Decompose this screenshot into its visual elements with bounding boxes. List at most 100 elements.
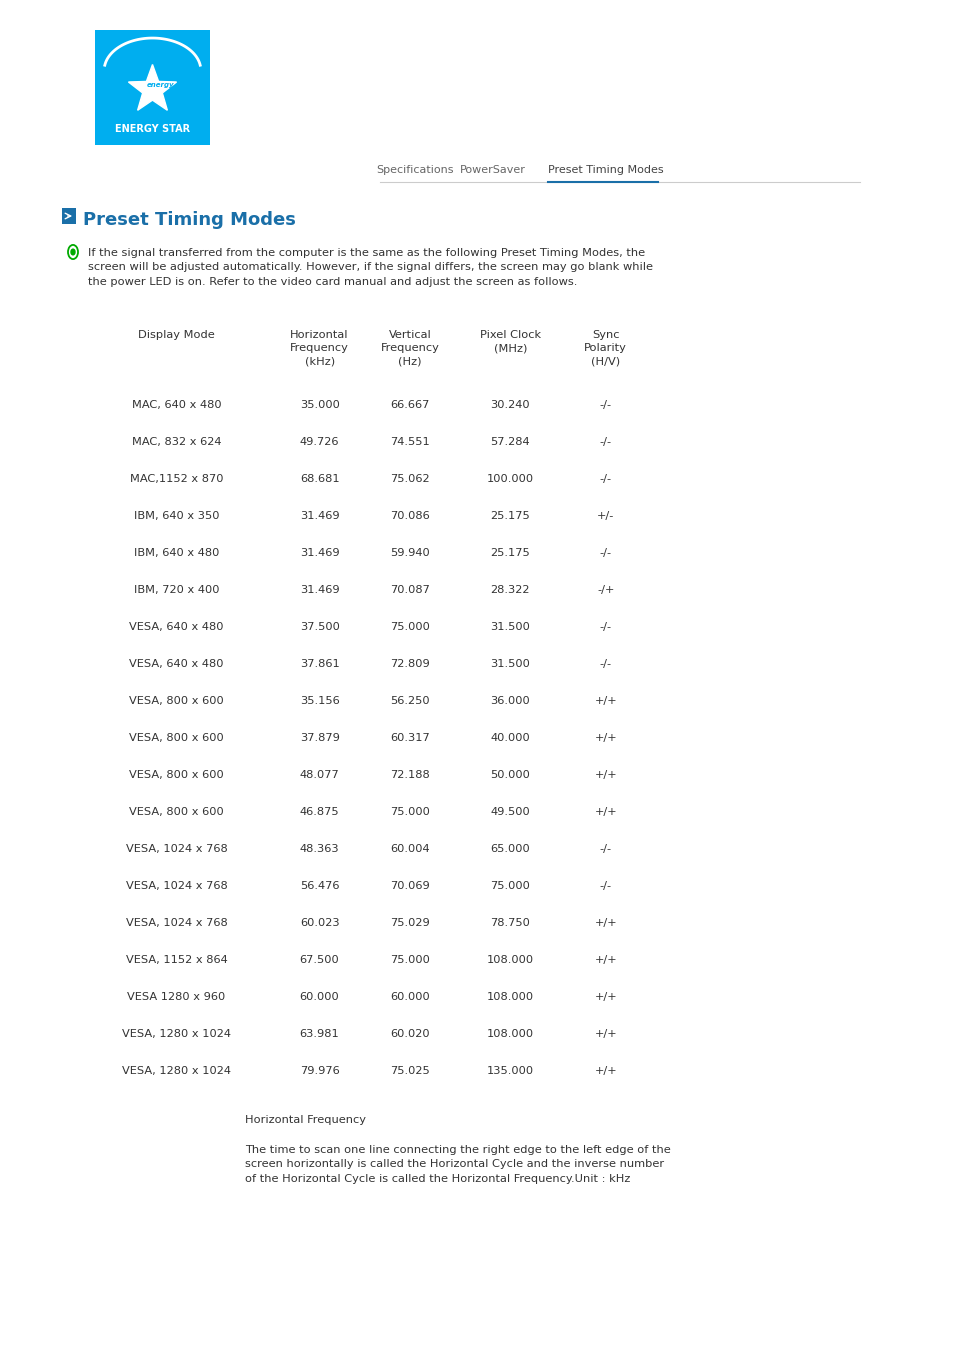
Text: 75.025: 75.025 [390, 1066, 430, 1075]
Text: 75.000: 75.000 [390, 807, 430, 817]
Text: 28.322: 28.322 [490, 585, 530, 594]
Text: +/+: +/+ [594, 770, 617, 780]
Text: VESA, 1024 x 768: VESA, 1024 x 768 [126, 917, 227, 928]
Text: 108.000: 108.000 [486, 1029, 534, 1039]
Text: 79.976: 79.976 [299, 1066, 339, 1075]
Text: +/+: +/+ [594, 1066, 617, 1075]
Text: 35.000: 35.000 [299, 400, 339, 409]
Text: +/+: +/+ [594, 734, 617, 743]
Text: +/+: +/+ [594, 992, 617, 1002]
Text: 37.861: 37.861 [299, 659, 339, 669]
Text: 65.000: 65.000 [490, 844, 530, 854]
Text: Specifications: Specifications [375, 165, 453, 176]
Text: 60.000: 60.000 [390, 992, 430, 1002]
Text: +/+: +/+ [594, 807, 617, 817]
Text: Sync
Polarity
(H/V): Sync Polarity (H/V) [584, 330, 626, 366]
Text: 70.087: 70.087 [390, 585, 430, 594]
Text: 31.469: 31.469 [299, 549, 339, 558]
Text: IBM, 720 x 400: IBM, 720 x 400 [133, 585, 219, 594]
Text: 75.029: 75.029 [390, 917, 430, 928]
Text: IBM, 640 x 480: IBM, 640 x 480 [133, 549, 219, 558]
Text: Vertical
Frequency
(Hz): Vertical Frequency (Hz) [380, 330, 439, 366]
Text: 108.000: 108.000 [486, 955, 534, 965]
Text: 37.879: 37.879 [299, 734, 339, 743]
Text: -/-: -/- [599, 844, 611, 854]
Text: 37.500: 37.500 [299, 621, 339, 632]
Text: VESA, 640 x 480: VESA, 640 x 480 [129, 621, 224, 632]
Text: 70.069: 70.069 [390, 881, 430, 892]
Text: PowerSaver: PowerSaver [459, 165, 525, 176]
Text: ENERGY STAR: ENERGY STAR [114, 124, 190, 134]
Text: VESA, 800 x 600: VESA, 800 x 600 [129, 770, 224, 780]
Text: 40.000: 40.000 [490, 734, 530, 743]
Text: 68.681: 68.681 [299, 474, 339, 484]
Text: Horizontal Frequency: Horizontal Frequency [245, 1115, 366, 1125]
Text: VESA, 800 x 600: VESA, 800 x 600 [129, 807, 224, 817]
Text: 135.000: 135.000 [486, 1066, 534, 1075]
Text: 48.077: 48.077 [299, 770, 339, 780]
Text: -/+: -/+ [597, 585, 614, 594]
Text: VESA, 1280 x 1024: VESA, 1280 x 1024 [122, 1066, 231, 1075]
Text: VESA 1280 x 960: VESA 1280 x 960 [128, 992, 225, 1002]
Text: If the signal transferred from the computer is the same as the following Preset : If the signal transferred from the compu… [88, 249, 652, 286]
Text: 72.188: 72.188 [390, 770, 430, 780]
Text: VESA, 1280 x 1024: VESA, 1280 x 1024 [122, 1029, 231, 1039]
Text: 78.750: 78.750 [490, 917, 530, 928]
Text: Preset Timing Modes: Preset Timing Modes [547, 165, 663, 176]
Text: 36.000: 36.000 [490, 696, 530, 707]
Text: MAC,1152 x 870: MAC,1152 x 870 [130, 474, 223, 484]
Text: 108.000: 108.000 [486, 992, 534, 1002]
Text: 25.175: 25.175 [490, 549, 530, 558]
Text: +/+: +/+ [594, 917, 617, 928]
Text: 60.020: 60.020 [390, 1029, 430, 1039]
Text: +/+: +/+ [594, 1029, 617, 1039]
Text: VESA, 640 x 480: VESA, 640 x 480 [129, 659, 224, 669]
Text: -/-: -/- [599, 436, 611, 447]
Text: VESA, 1152 x 864: VESA, 1152 x 864 [126, 955, 227, 965]
Text: 31.469: 31.469 [299, 585, 339, 594]
Text: 67.500: 67.500 [299, 955, 339, 965]
Circle shape [71, 249, 75, 255]
Text: +/+: +/+ [594, 955, 617, 965]
Text: +/-: +/- [597, 511, 614, 521]
Text: 75.000: 75.000 [390, 955, 430, 965]
Text: The time to scan one line connecting the right edge to the left edge of the
scre: The time to scan one line connecting the… [245, 1146, 670, 1183]
Text: energy: energy [147, 82, 174, 88]
Text: 30.240: 30.240 [490, 400, 530, 409]
Text: 35.156: 35.156 [299, 696, 339, 707]
Text: 60.000: 60.000 [299, 992, 339, 1002]
Text: -/-: -/- [599, 549, 611, 558]
Text: 74.551: 74.551 [390, 436, 430, 447]
Text: Preset Timing Modes: Preset Timing Modes [83, 211, 295, 228]
Text: 75.000: 75.000 [390, 621, 430, 632]
Text: 46.875: 46.875 [299, 807, 339, 817]
Text: 66.667: 66.667 [390, 400, 430, 409]
FancyBboxPatch shape [95, 30, 210, 145]
Text: 75.062: 75.062 [390, 474, 430, 484]
Text: 48.363: 48.363 [299, 844, 339, 854]
Text: 56.476: 56.476 [299, 881, 339, 892]
Text: Pixel Clock
(MHz): Pixel Clock (MHz) [479, 330, 540, 353]
Text: +/+: +/+ [594, 696, 617, 707]
Text: 50.000: 50.000 [490, 770, 530, 780]
Text: 60.317: 60.317 [390, 734, 430, 743]
Text: 49.500: 49.500 [490, 807, 530, 817]
Text: VESA, 1024 x 768: VESA, 1024 x 768 [126, 844, 227, 854]
Text: 31.500: 31.500 [490, 659, 530, 669]
Text: VESA, 800 x 600: VESA, 800 x 600 [129, 734, 224, 743]
Text: IBM, 640 x 350: IBM, 640 x 350 [133, 511, 219, 521]
Text: -/-: -/- [599, 400, 611, 409]
Polygon shape [129, 65, 176, 111]
Text: 57.284: 57.284 [490, 436, 530, 447]
Text: VESA, 1024 x 768: VESA, 1024 x 768 [126, 881, 227, 892]
Text: 70.086: 70.086 [390, 511, 430, 521]
Text: VESA, 800 x 600: VESA, 800 x 600 [129, 696, 224, 707]
Text: MAC, 832 x 624: MAC, 832 x 624 [132, 436, 221, 447]
Text: MAC, 640 x 480: MAC, 640 x 480 [132, 400, 221, 409]
FancyBboxPatch shape [62, 208, 76, 224]
Text: 31.469: 31.469 [299, 511, 339, 521]
Text: 59.940: 59.940 [390, 549, 430, 558]
Text: 72.809: 72.809 [390, 659, 430, 669]
Text: -/-: -/- [599, 881, 611, 892]
Text: 75.000: 75.000 [490, 881, 530, 892]
